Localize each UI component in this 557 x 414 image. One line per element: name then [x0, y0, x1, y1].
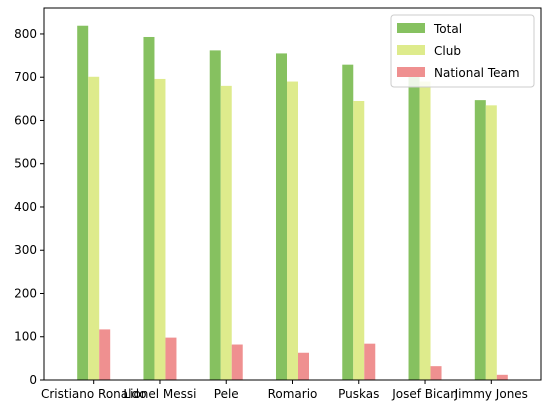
legend-swatch	[397, 45, 425, 55]
bar-total-6	[474, 100, 486, 380]
bar-national-team-5	[430, 366, 442, 380]
legend-label: Club	[434, 44, 461, 58]
bar-total-0	[77, 25, 89, 380]
y-tick-label: 200	[14, 286, 37, 300]
legend-label: Total	[433, 22, 462, 36]
x-tick-label: Josef Bican	[391, 387, 458, 401]
legend: Total Club National Team	[390, 14, 535, 88]
y-axis: 0 100 200 300 400 500 600 700 800	[14, 27, 44, 387]
x-tick-label: Romario	[268, 387, 318, 401]
bar-club-1	[154, 78, 166, 380]
y-tick-label: 600	[14, 113, 37, 127]
bar-national-team-6	[496, 374, 508, 380]
bar-national-team-4	[364, 343, 376, 380]
y-tick-label: 0	[29, 373, 37, 387]
bars-group	[77, 25, 508, 381]
bar-national-team-1	[165, 337, 177, 380]
y-tick-label: 500	[14, 157, 37, 171]
bar-national-team-2	[231, 344, 243, 380]
legend-label: National Team	[434, 66, 520, 80]
y-tick-label: 400	[14, 200, 37, 214]
bar-club-0	[88, 76, 100, 381]
bar-club-2	[220, 85, 232, 380]
bar-national-team-3	[298, 352, 309, 380]
bar-total-2	[209, 50, 221, 381]
bar-club-3	[287, 81, 298, 380]
plot-frame	[43, 7, 542, 381]
x-tick-label: Jimmy Jones	[454, 387, 528, 401]
bar-total-1	[143, 36, 155, 381]
legend-swatch	[397, 23, 425, 33]
bar-national-team-0	[99, 329, 111, 380]
legend-box	[390, 14, 535, 88]
y-tick-label: 700	[14, 70, 37, 84]
bar-total-4	[342, 64, 354, 381]
legend-swatch	[397, 67, 425, 77]
bar-club-6	[485, 105, 497, 380]
bar-club-4	[353, 101, 365, 380]
y-tick-label: 300	[14, 243, 37, 257]
y-tick-label: 800	[14, 27, 37, 41]
x-tick-label: Cristiano Ronaldo	[41, 387, 146, 401]
x-tick-label: Puskas	[338, 387, 379, 401]
x-tick-label: Pele	[214, 387, 239, 401]
y-tick-label: 100	[14, 330, 37, 344]
bar-club-5	[419, 81, 431, 380]
x-tick-label: Lionel Messi	[123, 387, 196, 401]
bar-total-3	[276, 53, 287, 380]
bar-total-5	[408, 67, 420, 380]
